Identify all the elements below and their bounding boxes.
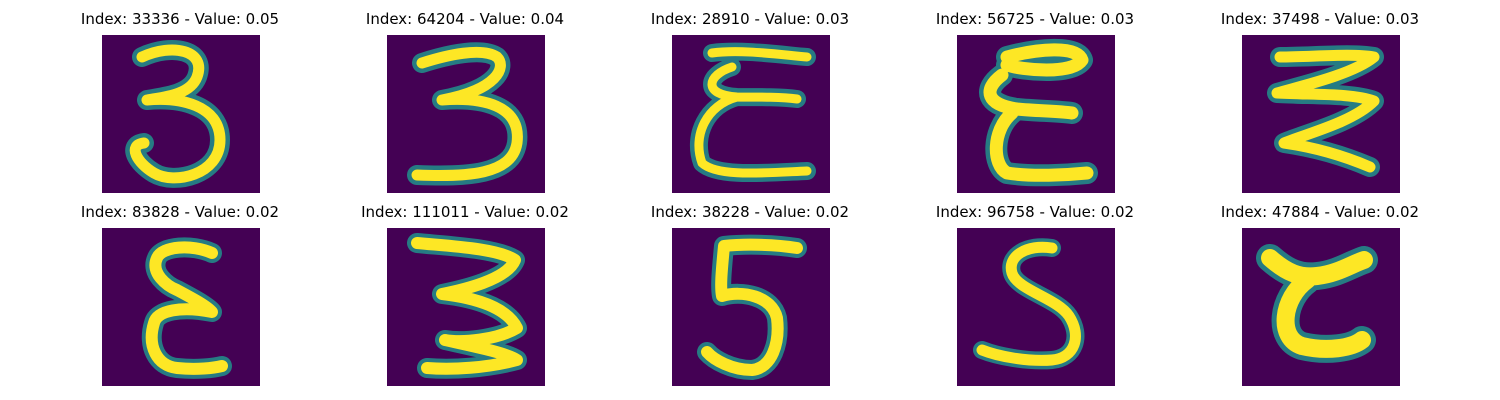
digit-panel-10: Index: 47884 - Value: 0.02 <box>1170 193 1470 386</box>
digit-panel-6: Index: 83828 - Value: 0.02 <box>30 193 330 386</box>
digit-image <box>672 35 830 193</box>
digit-panel-2: Index: 64204 - Value: 0.04 <box>315 0 615 193</box>
panel-title: Index: 56725 - Value: 0.03 <box>935 10 1135 28</box>
digit-image <box>102 35 260 193</box>
digit-image <box>957 228 1115 386</box>
digit-image <box>672 228 830 386</box>
panel-title: Index: 47884 - Value: 0.02 <box>1220 203 1420 221</box>
digit-panel-5: Index: 37498 - Value: 0.03 <box>1170 0 1470 193</box>
digit-image <box>387 228 545 386</box>
digit-panel-7: Index: 111011 - Value: 0.02 <box>315 193 615 386</box>
panel-title: Index: 28910 - Value: 0.03 <box>650 10 850 28</box>
digit-image <box>387 35 545 193</box>
digit-image <box>1242 228 1400 386</box>
panel-title: Index: 111011 - Value: 0.02 <box>361 203 569 221</box>
digit-image <box>102 228 260 386</box>
digit-panel-3: Index: 28910 - Value: 0.03 <box>600 0 900 193</box>
panel-title: Index: 33336 - Value: 0.05 <box>80 10 280 28</box>
panel-title: Index: 64204 - Value: 0.04 <box>365 10 565 28</box>
digit-panel-9: Index: 96758 - Value: 0.02 <box>885 193 1185 386</box>
panel-title: Index: 83828 - Value: 0.02 <box>80 203 280 221</box>
digit-image <box>957 35 1115 193</box>
panel-title: Index: 38228 - Value: 0.02 <box>650 203 850 221</box>
panel-title: Index: 37498 - Value: 0.03 <box>1220 10 1420 28</box>
digit-panel-8: Index: 38228 - Value: 0.02 <box>600 193 900 386</box>
digit-panel-4: Index: 56725 - Value: 0.03 <box>885 0 1185 193</box>
digit-image <box>1242 35 1400 193</box>
digit-panel-1: Index: 33336 - Value: 0.05 <box>30 0 330 193</box>
panel-title: Index: 96758 - Value: 0.02 <box>935 203 1135 221</box>
